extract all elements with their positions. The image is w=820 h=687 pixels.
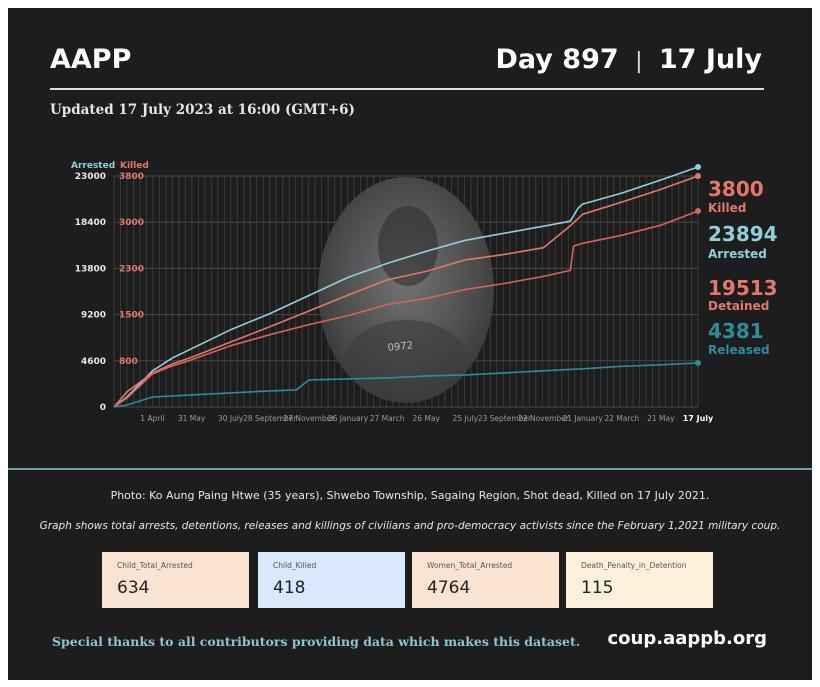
end-value-arrested: 23894 xyxy=(708,222,778,246)
end-value-detained: 19513 xyxy=(708,276,778,300)
photo-caption: Photo: Ko Aung Paing Htwe (35 years), Sh… xyxy=(110,489,710,502)
y-tick-left: 18400 xyxy=(75,218,106,228)
end-value-killed: 3800 xyxy=(708,177,764,201)
y-tick-left: 9200 xyxy=(81,311,106,321)
chart-divider xyxy=(8,468,812,470)
photo-body-shadow xyxy=(346,320,466,396)
cumulative-chart: 0972 Arrested Killed 0 4600 9200 13800 18400 230… xyxy=(71,161,778,423)
end-label-arrested: Arrested xyxy=(708,247,767,261)
stat-card-child-arrested: Child_Total_Arrested 634 xyxy=(102,552,249,608)
stat-value: 634 xyxy=(117,578,150,598)
series-line-released xyxy=(113,362,699,408)
stat-label: Women_Total_Arrested xyxy=(427,561,513,570)
x-tick-label: 30 July xyxy=(218,414,244,423)
right-axis-title: Killed xyxy=(120,161,149,171)
day-date-title: Day 897 | 17 July xyxy=(496,44,763,75)
stat-card-women-arrested: Women_Total_Arrested 4764 xyxy=(412,552,559,608)
stat-label: Child_Killed xyxy=(273,561,317,570)
series-end-point-released xyxy=(695,359,701,366)
x-tick-label: 22 March xyxy=(604,414,639,423)
stat-value: 418 xyxy=(273,578,306,598)
y-tick-right: 1500 xyxy=(119,311,144,321)
updated-timestamp: Updated 17 July 2023 at 16:00 (GMT+6) xyxy=(50,102,355,118)
y-tick-right: 3800 xyxy=(119,172,144,182)
date-label: 17 July xyxy=(658,44,762,75)
end-label-killed: Killed xyxy=(708,201,746,215)
day-label: Day 897 xyxy=(495,44,619,75)
x-tick-label: 23 September xyxy=(478,414,532,423)
x-tick-label: 22 November xyxy=(518,414,570,423)
graph-note: Graph shows total arrests, detentions, r… xyxy=(39,520,781,532)
photo-face-shadow xyxy=(378,206,438,286)
y-tick-left: 4600 xyxy=(81,357,106,367)
x-tick-label: 26 January xyxy=(328,414,369,423)
photo-shirt-text: 0972 xyxy=(387,340,413,354)
series-end-point-detained xyxy=(695,208,701,215)
x-tick-label: 31 May xyxy=(178,414,206,423)
infographic: AAPP Day 897 | 17 July Updated 17 July 2… xyxy=(8,8,812,680)
x-tick-label: 27 March xyxy=(370,414,405,423)
series-end-point-arrested xyxy=(695,164,701,171)
y-tick-left: 23000 xyxy=(75,172,106,182)
x-tick-label: 25 July xyxy=(453,414,479,423)
left-axis-title: Arrested xyxy=(71,161,115,171)
stat-value: 4764 xyxy=(427,578,471,598)
y-tick-right: 800 xyxy=(119,357,138,367)
stat-label: Child_Total_Arrested xyxy=(117,561,193,570)
y-tick-left: 13800 xyxy=(75,264,106,274)
end-value-released: 4381 xyxy=(708,319,764,343)
x-tick-label: 28 September xyxy=(243,414,297,423)
series-line-detained xyxy=(113,210,699,408)
brand-title: AAPP xyxy=(50,44,132,75)
x-tick-label: 27 November xyxy=(283,414,335,423)
stat-card-child-killed: Child_Killed 418 xyxy=(258,552,405,608)
x-tick-label: 17 July xyxy=(683,414,714,423)
x-tick-label: 21 January xyxy=(562,414,603,423)
end-label-released: Released xyxy=(708,343,770,357)
website-link[interactable]: coup.aappb.org xyxy=(607,628,768,649)
series-line-killed xyxy=(113,175,699,408)
series-end-point-killed xyxy=(695,173,701,179)
x-tick-label: 26 May xyxy=(412,414,440,423)
end-label-detained: Detained xyxy=(708,299,769,313)
y-tick-right: 2300 xyxy=(119,264,144,274)
header-divider xyxy=(50,88,764,90)
series-line-arrested xyxy=(113,166,699,408)
x-tick-label: 1 April xyxy=(140,414,164,423)
y-tick-left: 0 xyxy=(100,403,106,413)
stat-value: 115 xyxy=(581,578,614,598)
stat-card-death-penalty: Death_Penalty_in_Detention 115 xyxy=(566,552,713,608)
title-separator: | xyxy=(628,49,650,74)
thanks-note: Special thanks to all contributors provi… xyxy=(52,634,581,649)
y-tick-right: 3000 xyxy=(119,218,144,228)
x-tick-label: 21 May xyxy=(647,414,675,423)
stat-label: Death_Penalty_in_Detention xyxy=(581,561,687,570)
